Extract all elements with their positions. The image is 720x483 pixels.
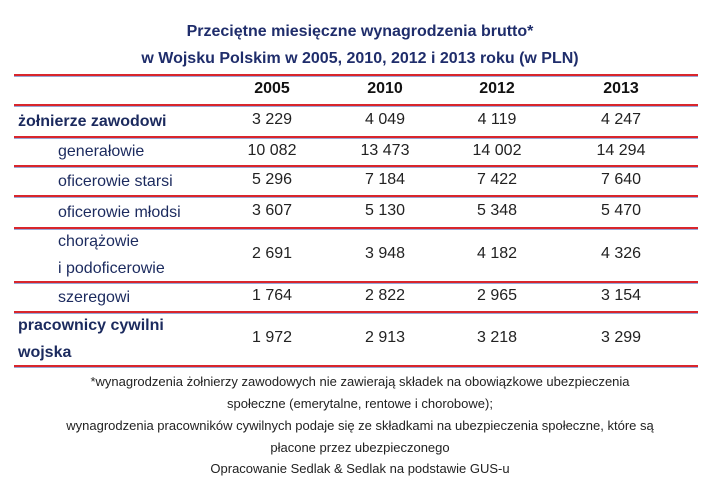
footnote-line: wynagrodzenia pracowników cywilnych poda… [66, 418, 654, 433]
cell-value-2012: 3 218 [476, 329, 518, 346]
cell-value-2005: 3 229 [251, 111, 293, 128]
column-header-2005: 2005 [254, 80, 290, 97]
cell-value-2010: 2 822 [364, 287, 406, 304]
row-divider [14, 104, 698, 106]
row-divider [14, 74, 698, 76]
row-label: wojska [18, 344, 72, 361]
row-label: i podoficerowie [58, 260, 165, 277]
cell-value-2010: 3 948 [364, 245, 406, 262]
cell-value-2010: 5 130 [364, 202, 406, 219]
footnote-line: płacone przez ubezpieczonego [270, 440, 450, 455]
cell-value-2013: 4 326 [600, 245, 642, 262]
title-line-1: Przeciętne miesięczne wynagrodzenia brut… [186, 23, 534, 40]
cell-value-2010: 2 913 [364, 329, 406, 346]
footnote-line: społeczne (emerytalne, rentowe i chorobo… [227, 396, 493, 411]
cell-value-2013: 5 470 [600, 202, 642, 219]
row-label: żołnierze zawodowi [18, 112, 167, 130]
cell-value-2010: 4 049 [364, 111, 406, 128]
column-header-2012: 2012 [479, 80, 515, 97]
cell-value-2012: 4 182 [476, 245, 518, 262]
row-divider [14, 281, 698, 283]
cell-value-2012: 14 002 [472, 141, 522, 159]
title-line-2: w Wojsku Polskim w 2005, 2010, 2012 i 20… [141, 50, 579, 67]
cell-value-2013: 3 154 [600, 287, 642, 304]
column-header-2010: 2010 [367, 80, 403, 97]
source-note: Opracowanie Sedlak & Sedlak na podstawie… [210, 461, 510, 476]
row-divider [14, 227, 698, 229]
row-divider [14, 136, 698, 138]
row-label: oficerowie starsi [58, 172, 173, 190]
cell-value-2012: 7 422 [476, 171, 518, 188]
row-divider [14, 365, 698, 367]
column-header-2013: 2013 [603, 80, 639, 97]
cell-value-2005: 2 691 [251, 245, 293, 262]
row-label: pracownicy cywilni [18, 317, 164, 334]
row-label: szeregowi [58, 288, 131, 306]
cell-value-2012: 4 119 [477, 111, 517, 128]
row-label: generałowie [58, 143, 145, 160]
row-divider [14, 195, 698, 197]
cell-value-2005: 3 607 [251, 202, 293, 219]
cell-value-2013: 3 299 [600, 329, 642, 346]
cell-value-2013: 4 247 [600, 111, 642, 128]
cell-value-2005: 1 972 [251, 329, 293, 346]
cell-value-2005: 10 082 [247, 141, 297, 159]
row-divider [14, 311, 698, 313]
cell-value-2010: 13 473 [360, 141, 410, 159]
cell-value-2012: 2 965 [476, 287, 518, 304]
footnote-line: *wynagrodzenia żołnierzy zawodowych nie … [90, 374, 630, 389]
cell-value-2005: 1 764 [251, 287, 293, 304]
cell-value-2005: 5 296 [251, 171, 293, 188]
cell-value-2010: 7 184 [364, 171, 406, 188]
cell-value-2013: 14 294 [596, 141, 646, 159]
cell-value-2012: 5 348 [476, 202, 518, 219]
row-divider [14, 165, 698, 167]
row-label: chorążowie [58, 233, 139, 250]
cell-value-2013: 7 640 [600, 171, 642, 188]
row-label: oficerowie młodsi [58, 203, 181, 221]
